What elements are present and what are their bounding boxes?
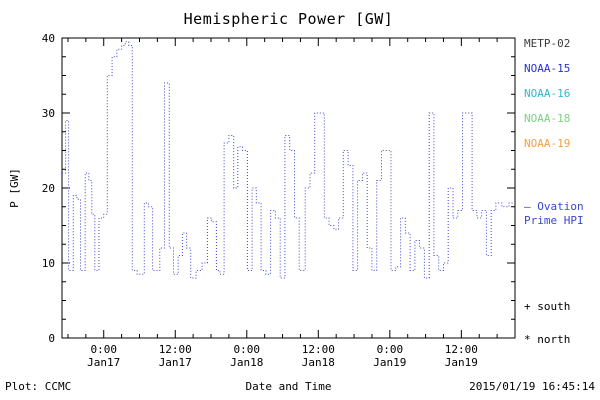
plot-frame xyxy=(61,37,516,339)
x-axis-label: Date and Time xyxy=(245,380,332,393)
y-tick-label: 30 xyxy=(42,107,55,120)
ovation-prime-hpi-label: — Ovation Prime HPI xyxy=(524,200,584,228)
x-tick-date-label: Jan19 xyxy=(373,356,406,369)
x-tick-time-label: 0:00 xyxy=(377,343,404,356)
hpi-step-line xyxy=(62,41,513,279)
north-marker-label: * north xyxy=(524,333,571,346)
x-tick-time-label: 12:00 xyxy=(445,343,478,356)
y-tick-label: 0 xyxy=(48,332,55,345)
x-tick-date-label: Jan17 xyxy=(87,356,120,369)
legend-item-noaa-15: NOAA-15 xyxy=(524,62,571,75)
legend-item-noaa-16: NOAA-16 xyxy=(524,87,571,100)
legend-item-metp-02: METP-02 xyxy=(524,37,571,50)
y-axis-label: P [GW] xyxy=(8,168,21,208)
x-tick-date-label: Jan18 xyxy=(230,356,263,369)
y-tick-label: 40 xyxy=(42,32,55,45)
legend-item-noaa-18: NOAA-18 xyxy=(524,112,571,125)
x-tick-date-label: Jan17 xyxy=(159,356,192,369)
chart-title: Hemispheric Power [GW] xyxy=(183,10,394,28)
x-tick-date-label: Jan18 xyxy=(302,356,335,369)
plot-credit: Plot: CCMC xyxy=(5,380,72,393)
x-tick-time-label: 0:00 xyxy=(90,343,117,356)
south-marker-label: + south xyxy=(524,300,571,313)
x-tick-time-label: 12:00 xyxy=(302,343,335,356)
x-tick-time-label: 12:00 xyxy=(159,343,192,356)
ovation-label-line2: Prime HPI xyxy=(524,214,584,227)
legend-item-noaa-19: NOAA-19 xyxy=(524,137,571,150)
plot-timestamp: 2015/01/19 16:45:14 xyxy=(469,380,595,393)
x-tick-date-label: Jan19 xyxy=(445,356,478,369)
satellite-legend: METP-02 NOAA-15 NOAA-16 NOAA-18 NOAA-19 xyxy=(524,31,570,156)
y-tick-label: 10 xyxy=(42,257,55,270)
x-tick-time-label: 0:00 xyxy=(234,343,261,356)
ovation-label-line1: — Ovation xyxy=(524,200,584,213)
y-tick-label: 20 xyxy=(42,182,55,195)
